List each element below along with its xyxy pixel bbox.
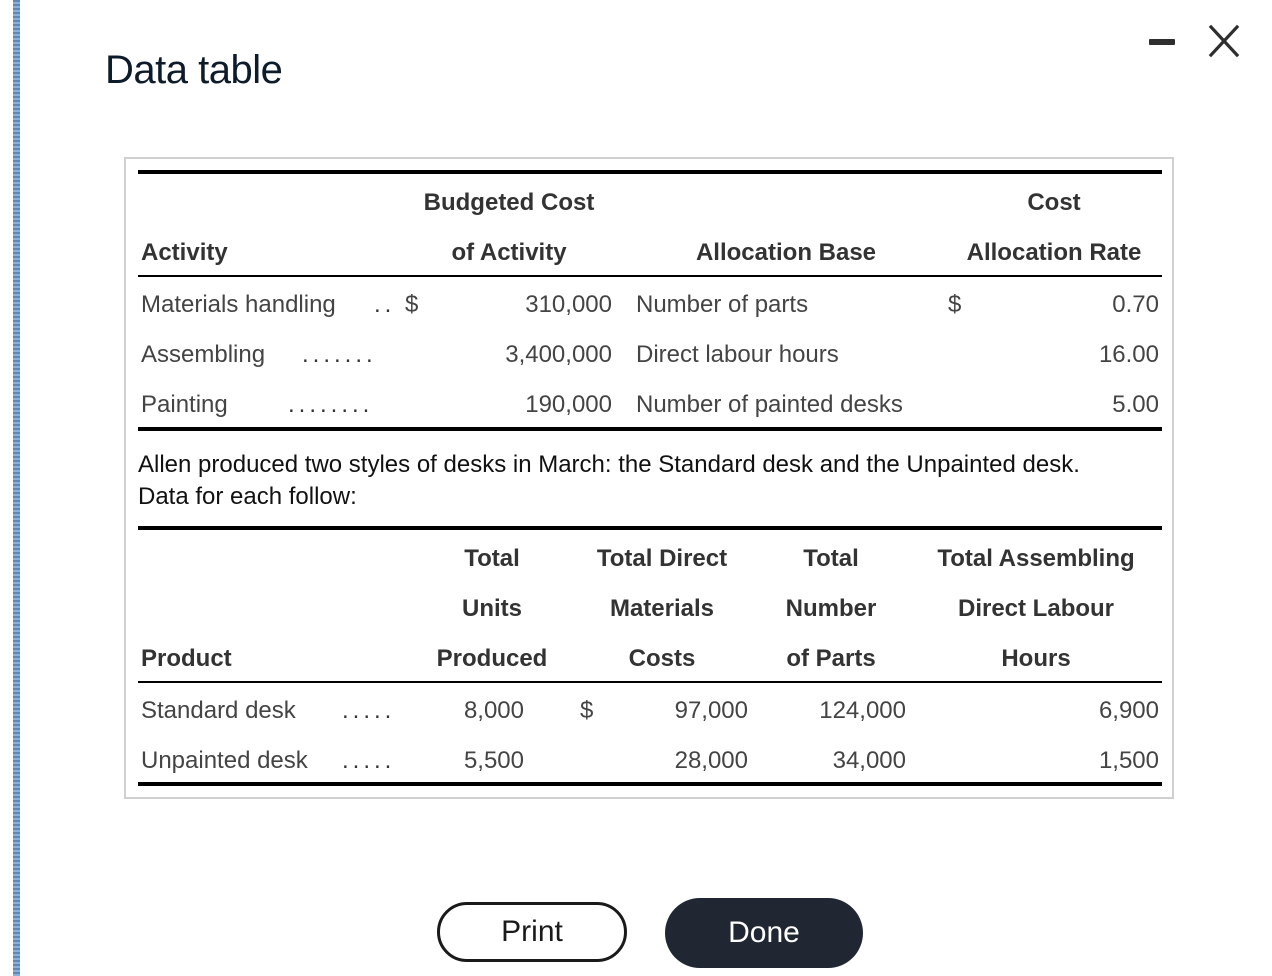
- data-table-panel: Budgeted Cost Cost Activity of Activity …: [124, 157, 1174, 799]
- allocation-base: Number of parts: [636, 291, 809, 318]
- header-parts: of Parts: [786, 645, 876, 672]
- product-name: Standard desk: [141, 697, 296, 724]
- allocation-base: Number of painted desks: [636, 391, 903, 418]
- table-top-rule: [138, 526, 1162, 530]
- header-product: Product: [141, 645, 232, 672]
- allocation-base: Direct labour hours: [636, 341, 839, 368]
- units-produced: 8,000: [463, 697, 524, 724]
- dot-leader: .....: [342, 697, 396, 724]
- number-of-parts: 34,000: [832, 747, 906, 774]
- header-activity: Activity: [141, 239, 228, 266]
- budgeted-cost: 310,000: [525, 291, 612, 318]
- dot-leader: ........: [288, 391, 374, 418]
- direct-labour-hours: 6,900: [1098, 697, 1159, 724]
- description-line: Data for each follow:: [138, 483, 357, 510]
- description-text: Allen produced two styles of desks in Ma…: [138, 449, 1168, 513]
- currency-symbol: $: [405, 291, 419, 318]
- header-units: Total: [464, 545, 520, 572]
- header-direct-labour: Total Assembling: [937, 545, 1135, 572]
- header-direct-materials: Materials: [609, 595, 715, 622]
- number-of-parts: 124,000: [819, 697, 906, 724]
- header-parts: Total: [803, 545, 859, 572]
- header-budgeted-cost: Budgeted Cost: [423, 189, 595, 216]
- allocation-rate: 0.70: [1112, 291, 1159, 318]
- header-rule: [138, 275, 1162, 277]
- scrollbar-track: [13, 0, 20, 976]
- header-cost-rate: Cost: [1027, 189, 1081, 216]
- currency-symbol: $: [948, 291, 962, 318]
- dialog-title: Data table: [105, 48, 283, 92]
- header-units: Units: [462, 595, 522, 622]
- units-produced: 5,500: [463, 747, 524, 774]
- budgeted-cost: 3,400,000: [505, 341, 612, 368]
- direct-materials-cost: 97,000: [674, 697, 748, 724]
- header-allocation-rate: Allocation Rate: [966, 239, 1142, 266]
- minimize-icon[interactable]: [1146, 24, 1176, 58]
- activity-name: Materials handling: [141, 291, 336, 318]
- budgeted-cost: 190,000: [525, 391, 612, 418]
- activity-name: Painting: [141, 391, 228, 418]
- description-line: Allen produced two styles of desks in Ma…: [138, 451, 1080, 478]
- direct-materials-cost: 28,000: [674, 747, 748, 774]
- activity-name: Assembling: [141, 341, 266, 368]
- table-bottom-rule: [138, 782, 1162, 786]
- product-name: Unpainted desk: [141, 747, 308, 774]
- allocation-rate: 5.00: [1112, 391, 1159, 418]
- currency-symbol: $: [580, 697, 594, 724]
- header-direct-materials: Total Direct: [596, 545, 728, 572]
- header-direct-labour: Hours: [1001, 645, 1071, 672]
- header-direct-labour: Direct Labour: [957, 595, 1115, 622]
- header-units: Produced: [436, 645, 548, 672]
- direct-labour-hours: 1,500: [1098, 747, 1159, 774]
- table-bottom-rule: [138, 427, 1162, 431]
- close-icon[interactable]: [1206, 24, 1242, 58]
- dot-leader: .....: [342, 747, 396, 774]
- header-direct-materials: Costs: [628, 645, 696, 672]
- header-of-activity: of Activity: [451, 239, 567, 266]
- table-top-rule: [138, 170, 1162, 174]
- header-allocation-base: Allocation Base: [695, 239, 877, 266]
- print-button[interactable]: Print: [437, 902, 627, 962]
- window-left-edge: [0, 0, 22, 976]
- allocation-rate: 16.00: [1098, 341, 1159, 368]
- header-parts: Number: [785, 595, 877, 622]
- dot-leader: .......: [302, 341, 377, 368]
- done-button[interactable]: Done: [665, 898, 863, 968]
- dot-leader: ..: [374, 291, 396, 318]
- header-rule: [138, 681, 1162, 683]
